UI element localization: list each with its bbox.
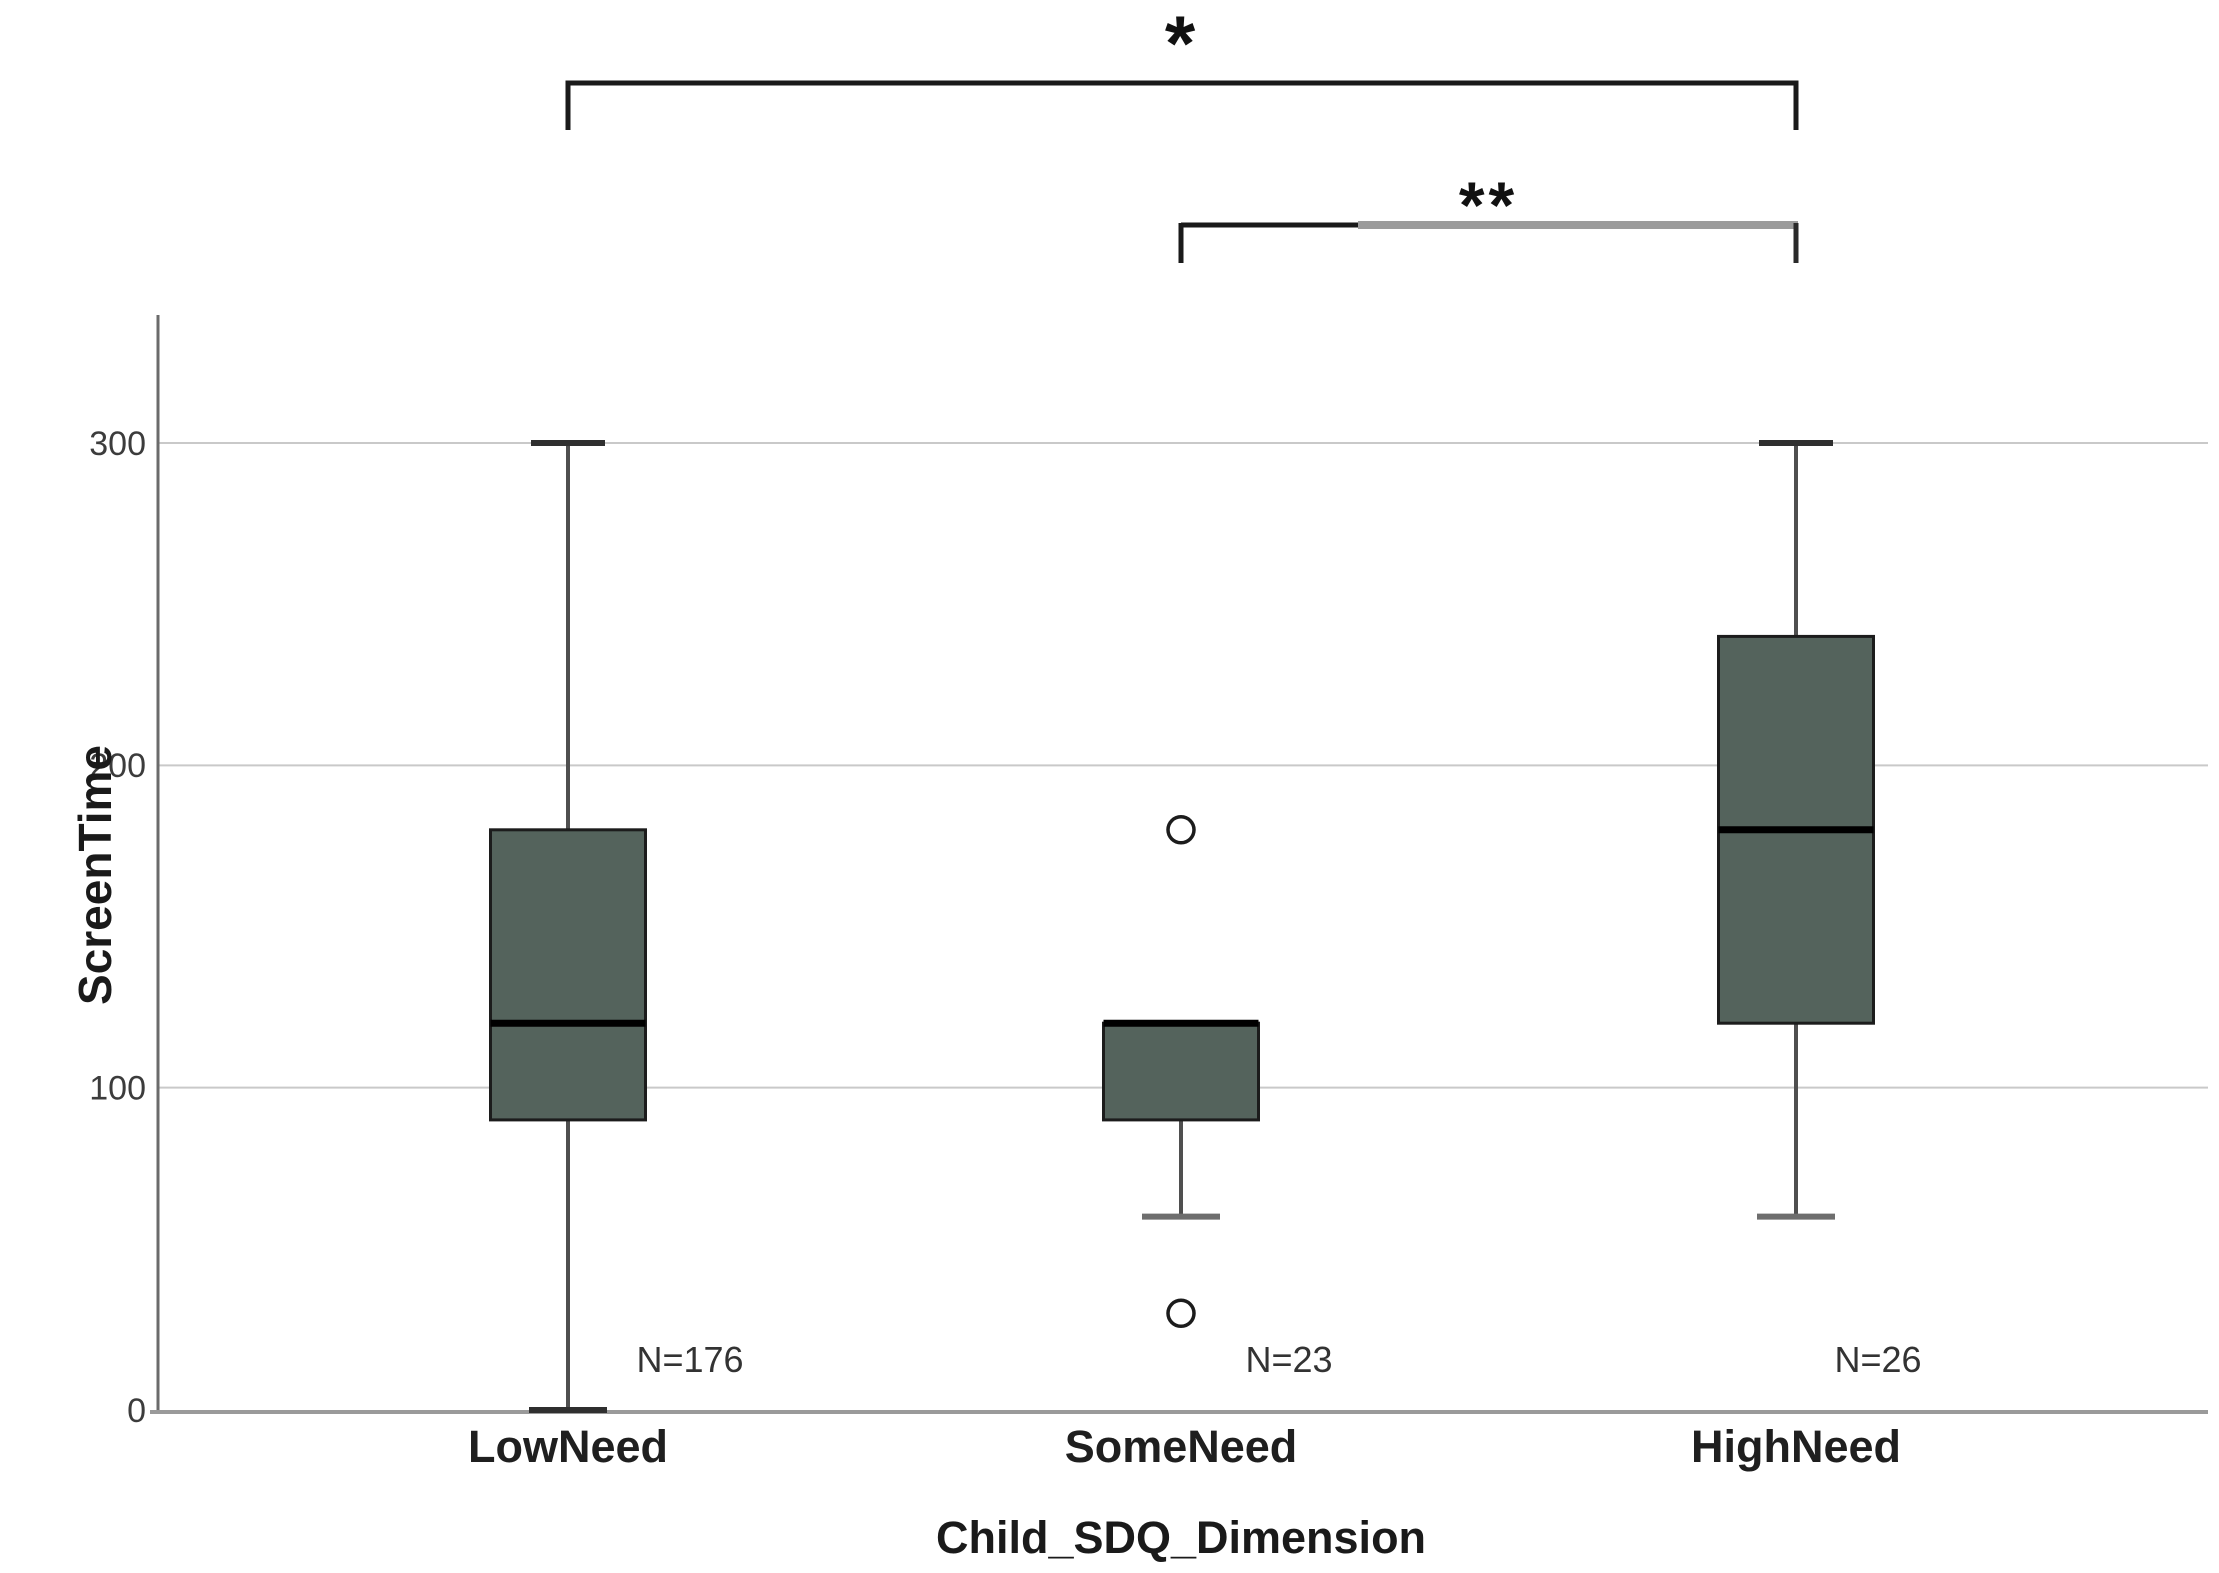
n-count-label-SomeNeed: N=23 xyxy=(1245,1339,1332,1380)
outlier-point-SomeNeed-180 xyxy=(1166,815,1196,845)
box-SomeNeed xyxy=(1102,1021,1260,1122)
n-count-label-LowNeed: N=176 xyxy=(636,1339,743,1380)
category-tick-label-SomeNeed: SomeNeed xyxy=(1065,1421,1298,1472)
n-count-label-HighNeed: N=26 xyxy=(1834,1339,1921,1380)
y-tick-label-200: 200 xyxy=(89,747,146,785)
category-tick-label-HighNeed: HighNeed xyxy=(1691,1421,1901,1472)
box-LowNeed xyxy=(489,828,647,1122)
y-tick-label-0: 0 xyxy=(127,1392,146,1430)
y-axis-title: ScreenTime xyxy=(69,745,121,1005)
outlier-point-SomeNeed-30 xyxy=(1166,1298,1196,1329)
y-tick-label-300: 300 xyxy=(89,425,146,463)
x-axis-title: Child_SDQ_Dimension xyxy=(935,1512,1427,1563)
significance-bracket-1 xyxy=(565,80,1799,130)
significance-label-1: * xyxy=(1165,0,1199,87)
y-tick-label-100: 100 xyxy=(89,1070,146,1108)
category-tick-label-LowNeed: LowNeed xyxy=(468,1421,668,1472)
significance-label-2: ** xyxy=(1459,168,1518,242)
